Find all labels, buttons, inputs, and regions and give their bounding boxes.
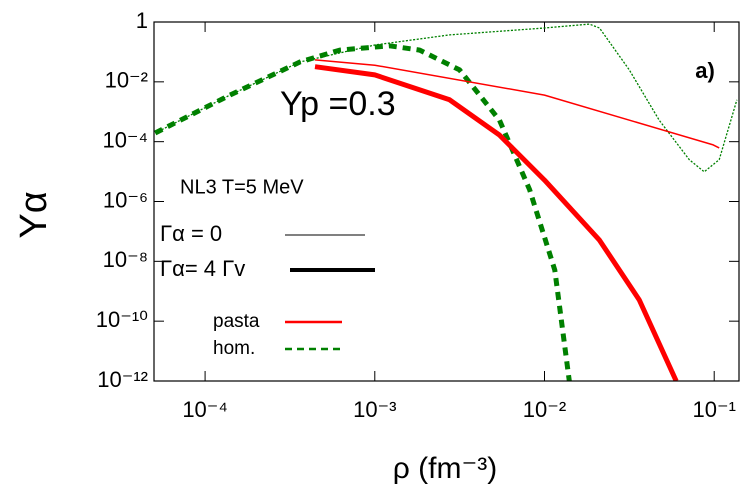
- y-tick-label: 10⁻⁴: [102, 127, 148, 152]
- series-line: [314, 64, 679, 381]
- series-line: [154, 23, 738, 173]
- plot-frame: [153, 21, 740, 382]
- x-tick-label: 10⁻⁴: [182, 397, 228, 422]
- y-tick-label: 10⁻¹⁰: [96, 307, 148, 332]
- y-tick-label: 10⁻⁶: [103, 187, 148, 212]
- legend-label: Γα= 4 Γv: [160, 256, 245, 281]
- y-tick-label: 1: [136, 8, 148, 33]
- y-axis-label: Yα: [13, 191, 55, 238]
- annotation: NL3 T=5 MeV: [180, 176, 304, 198]
- x-axis-label: ρ (fm⁻³): [393, 452, 498, 485]
- legend-label: pasta: [213, 311, 260, 332]
- legend-label: Γα = 0: [160, 221, 222, 246]
- panel-label: a): [695, 58, 715, 83]
- y-tick-label: 10⁻¹²: [97, 367, 148, 392]
- x-tick-label: 10⁻²: [523, 397, 566, 422]
- series-line: [154, 43, 572, 381]
- y-tick-label: 10⁻⁸: [103, 247, 148, 272]
- y-tick-label: 10⁻²: [105, 68, 148, 93]
- series-line: [314, 59, 720, 149]
- x-tick-label: 10⁻¹: [692, 397, 735, 422]
- annotation: Yp =0.3: [280, 85, 396, 123]
- x-tick-label: 10⁻³: [353, 397, 396, 422]
- legend-label: hom.: [213, 338, 255, 359]
